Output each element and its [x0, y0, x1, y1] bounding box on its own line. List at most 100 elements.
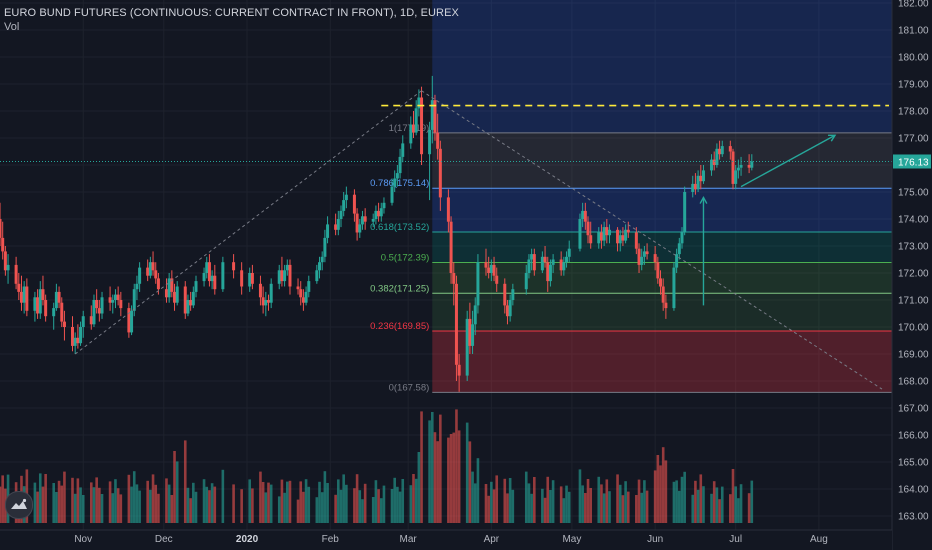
candle-body	[476, 262, 480, 306]
volume-bar	[747, 493, 751, 523]
volume-bar	[396, 486, 399, 523]
candle-body	[261, 297, 265, 306]
volume-bar	[602, 493, 606, 523]
volume-bar	[471, 471, 474, 523]
volume-bar	[524, 471, 528, 523]
candle-body	[559, 259, 563, 271]
price-tick-label: 177.00	[898, 134, 929, 145]
candle-body	[718, 148, 722, 155]
volume-bar	[63, 471, 66, 523]
fib-level-label: 1(177.19)	[389, 123, 430, 134]
candle-body	[132, 289, 136, 311]
candle-body	[248, 273, 252, 287]
candle-body	[374, 210, 378, 219]
volume-bar	[323, 471, 327, 523]
volume-bar	[447, 437, 450, 523]
volume-bar	[645, 490, 649, 523]
trend-line-up	[74, 90, 422, 355]
candle-body	[25, 286, 29, 311]
volume-bar	[750, 480, 754, 523]
volume-bar	[420, 411, 423, 523]
volume-bar	[578, 469, 582, 523]
volume-bar	[731, 469, 735, 523]
volume-bar	[71, 477, 74, 523]
volume-bar	[492, 489, 496, 523]
candle-body	[597, 232, 601, 244]
volume-bar	[712, 481, 716, 523]
candle-body	[164, 289, 168, 298]
price-tick-label: 168.00	[898, 377, 929, 388]
candle-body	[113, 294, 117, 300]
volume-bar	[202, 479, 206, 523]
candle-body	[417, 97, 421, 109]
volume-bar	[208, 490, 211, 523]
price-tick-label: 174.00	[898, 215, 929, 226]
candle-body	[382, 202, 386, 209]
time-tick-label: Nov	[74, 534, 92, 545]
candle-body	[213, 275, 217, 290]
volume-bar	[345, 484, 348, 523]
price-tick-label: 179.00	[898, 80, 929, 91]
volume-bar	[73, 493, 77, 523]
candle-body	[492, 264, 496, 276]
volume-bar	[259, 471, 262, 523]
volume-bar	[487, 495, 490, 523]
volume-bar	[127, 474, 131, 523]
volume-bar	[280, 479, 284, 523]
time-tick-label: Dec	[155, 534, 173, 545]
volume-bar	[605, 479, 609, 523]
volume-bar	[157, 493, 160, 523]
volume-bar	[428, 420, 431, 523]
volume-bar	[0, 486, 2, 523]
price-tick-label: 164.00	[898, 485, 929, 496]
candle-body	[401, 143, 405, 157]
candle-body	[210, 275, 214, 282]
candle-body	[363, 216, 367, 222]
candle-body	[503, 283, 507, 306]
candle-body	[640, 256, 644, 265]
volume-bar	[430, 412, 434, 523]
candle-body	[540, 256, 544, 271]
candle-body	[41, 289, 45, 300]
volume-bar	[675, 480, 678, 523]
candle-body	[546, 262, 550, 282]
volume-bar	[232, 484, 235, 523]
volume-bar	[248, 479, 252, 523]
candle-body	[750, 161, 754, 168]
volume-bar	[398, 491, 402, 523]
candle-body	[194, 281, 198, 292]
volume-bar	[508, 478, 512, 523]
candle-body	[73, 337, 77, 346]
volume-bar	[307, 486, 311, 523]
volume-bar	[194, 491, 198, 523]
candle-body	[355, 213, 359, 233]
volume-bar	[304, 479, 308, 523]
candle-body	[79, 327, 83, 344]
candle-body	[76, 337, 80, 344]
fib-extension-zone	[432, 0, 892, 133]
tradingview-logo-icon[interactable]	[5, 491, 33, 519]
candle-body	[97, 308, 101, 314]
volume-bar	[393, 477, 396, 523]
price-tick-label: 167.00	[898, 404, 929, 415]
candle-body	[696, 175, 700, 190]
volume-bar	[414, 478, 418, 523]
volume-bar	[146, 480, 149, 523]
candle-body	[307, 281, 311, 292]
candle-body	[301, 297, 305, 303]
time-axis-background	[0, 530, 892, 550]
candle-body	[1, 237, 5, 252]
candle-body	[280, 270, 284, 282]
candle-body	[420, 97, 424, 155]
volume-bar	[342, 474, 345, 523]
volume-bar	[371, 497, 375, 523]
candle-body	[532, 254, 536, 271]
time-tick-label: May	[562, 534, 581, 545]
arrow-up-head	[699, 195, 708, 204]
candle-body	[428, 129, 432, 155]
candle-body	[602, 227, 606, 241]
volume-bar	[696, 489, 700, 523]
volume-bar	[98, 487, 101, 523]
volume-bar	[264, 492, 268, 523]
